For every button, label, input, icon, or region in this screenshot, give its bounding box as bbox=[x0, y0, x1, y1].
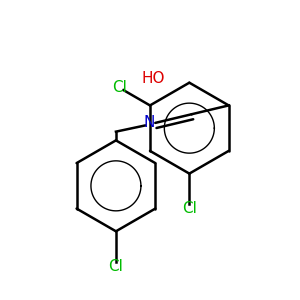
Text: HO: HO bbox=[141, 71, 165, 86]
Text: Cl: Cl bbox=[109, 259, 123, 274]
Text: Cl: Cl bbox=[182, 201, 197, 216]
Text: Cl: Cl bbox=[112, 80, 127, 95]
Text: N: N bbox=[143, 116, 155, 130]
